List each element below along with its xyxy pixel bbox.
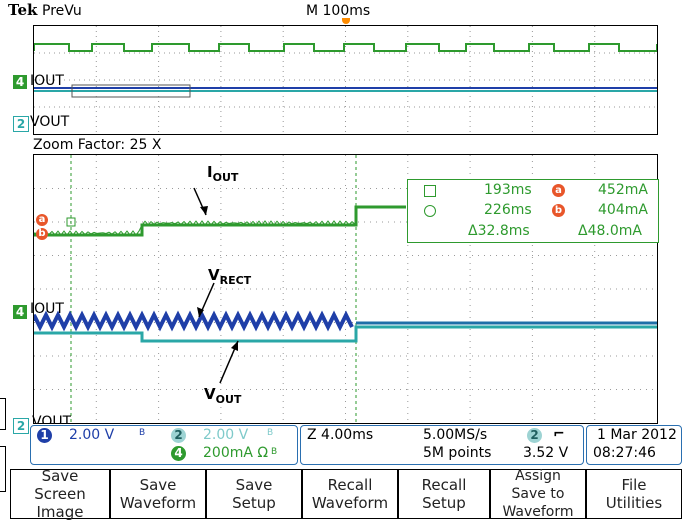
- cursor-b-value: 404mA: [598, 202, 648, 218]
- ch4-label: IOUT: [30, 301, 64, 317]
- cursor-a-value-icon: a: [552, 184, 565, 197]
- vout-annotation: VOUT: [204, 385, 242, 406]
- record-length: 5M points: [423, 445, 492, 461]
- save-screen-image-button[interactable]: Save Screen Image: [10, 467, 110, 521]
- vout-trace: [34, 325, 657, 343]
- ch4-scale: 200mA Ω: [203, 445, 269, 461]
- main-waveforms: [34, 155, 657, 423]
- iout-arrow-head: [200, 206, 208, 215]
- overview-ch4-label: IOUT: [30, 73, 64, 89]
- vout-arrow-head: [231, 341, 238, 351]
- ch4-bw-icon: B: [271, 447, 278, 457]
- cursor-a-handle: [66, 217, 76, 227]
- ch2-bw-icon: B: [267, 428, 274, 438]
- cursor-b-circle-icon: [424, 205, 436, 217]
- recall-waveform-button[interactable]: Recall Waveform: [302, 469, 398, 519]
- zoom-time-scale: Z 4.00ms: [307, 427, 374, 443]
- trigger-level: 3.52 V: [523, 445, 569, 461]
- cursor-b-time: 226ms: [484, 202, 532, 218]
- cursor-a-square-icon: [424, 185, 436, 197]
- cursor-readout-panel: 193ms 226ms Δ32.8ms a b 452mA 404mA Δ48.…: [407, 179, 659, 243]
- cursor-delta-value: Δ48.0mA: [578, 223, 642, 239]
- trigger-source-marker: 2: [527, 428, 542, 443]
- channel-status-panel[interactable]: 1 2.00 V B 2 2.00 V B 4 200mA Ω B: [30, 425, 298, 465]
- trigger-position-marker: [342, 18, 350, 24]
- horizontal-status-panel[interactable]: Z 4.00ms 5.00MS/s 5M points 2 ⌐ 3.52 V: [300, 425, 584, 465]
- cursor-a-time: 193ms: [484, 182, 532, 198]
- timebase-readout: M 100ms: [306, 3, 371, 19]
- ch2-status-marker: 2: [171, 428, 186, 443]
- iout-annotation: IOUT: [207, 163, 239, 184]
- ch4-status-marker: 4: [171, 446, 186, 461]
- vrect-annotation: VRECT: [208, 266, 252, 287]
- zoom-factor: Zoom Factor: 25 X: [33, 137, 162, 153]
- cursor-b-marker[interactable]: b: [36, 228, 48, 240]
- overview-ch2-marker[interactable]: 2: [13, 116, 29, 132]
- overview-grid: [34, 26, 657, 134]
- recall-setup-button[interactable]: Recall Setup: [398, 469, 490, 519]
- zoom-window-box: [71, 84, 191, 98]
- ch1-scale: 2.00 V: [69, 427, 115, 443]
- overview-waveforms: [34, 26, 657, 134]
- left-edge-bracket: [0, 398, 6, 430]
- cursor-b-value-icon: b: [552, 204, 565, 217]
- time: 08:27:46: [593, 445, 656, 461]
- ch1-bw-icon: B: [139, 428, 146, 438]
- overview-iout-trace: [34, 43, 657, 52]
- iout-noise: [34, 220, 356, 236]
- left-edge-bracket-2: [0, 446, 6, 492]
- cursor-a-value: 452mA: [598, 182, 648, 198]
- save-waveform-button[interactable]: Save Waveform: [110, 469, 206, 519]
- main-graticule: [33, 154, 658, 424]
- overview-ch2-label: VOUT: [30, 114, 70, 130]
- acquisition-mode: PreVu: [42, 3, 82, 19]
- ch2-marker[interactable]: 2: [13, 418, 29, 434]
- vrect-arrow-head: [197, 307, 204, 317]
- file-utilities-button[interactable]: File Utilities: [586, 469, 682, 519]
- iout-trace: [34, 205, 406, 237]
- falling-edge-icon: ⌐: [553, 426, 565, 442]
- date: 1 Mar 2012: [597, 427, 677, 443]
- ch1-status-marker: 1: [37, 428, 52, 443]
- brand-logo: Tek: [8, 1, 38, 19]
- cursor-a-marker[interactable]: a: [36, 214, 48, 226]
- vrect-trace: [34, 310, 354, 332]
- overview-graticule: [33, 25, 658, 135]
- cursor-delta-time: Δ32.8ms: [468, 223, 530, 239]
- assign-save-button[interactable]: Assign Save to Waveform: [490, 468, 586, 520]
- ch2-scale: 2.00 V: [203, 427, 249, 443]
- save-setup-button[interactable]: Save Setup: [206, 469, 302, 519]
- datetime-panel: 1 Mar 2012 08:27:46: [586, 425, 682, 465]
- ch4-marker[interactable]: 4: [13, 305, 27, 319]
- sample-rate: 5.00MS/s: [423, 427, 488, 443]
- overview-ch4-marker[interactable]: 4: [13, 75, 27, 89]
- ch2-label: VOUT: [32, 414, 72, 424]
